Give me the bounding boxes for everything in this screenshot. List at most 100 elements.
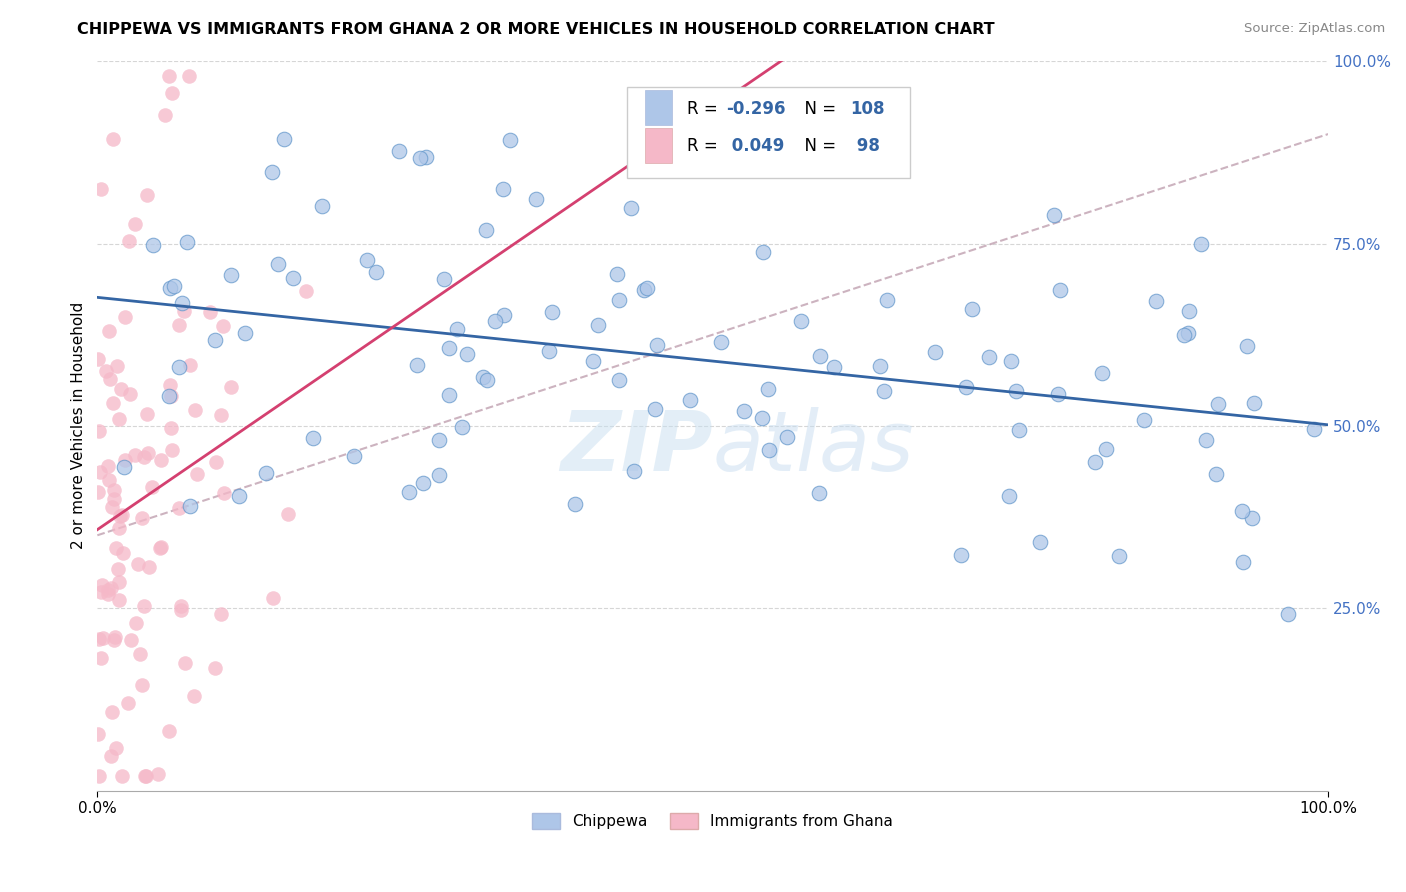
Point bbox=[160, 86, 183, 100]
Point bbox=[131, 511, 153, 525]
Point bbox=[90, 651, 112, 665]
Point bbox=[150, 540, 173, 554]
Point bbox=[808, 486, 831, 500]
Point bbox=[101, 396, 124, 410]
Point bbox=[148, 541, 170, 555]
Point bbox=[97, 473, 120, 487]
Point bbox=[233, 326, 256, 341]
Y-axis label: 2 or more Vehicles in Household: 2 or more Vehicles in Household bbox=[72, 302, 86, 549]
Point bbox=[146, 767, 169, 781]
FancyBboxPatch shape bbox=[627, 87, 910, 178]
Point bbox=[620, 202, 643, 216]
Point bbox=[437, 341, 460, 355]
Point bbox=[633, 283, 655, 297]
Point bbox=[1133, 412, 1156, 426]
Text: 98: 98 bbox=[851, 137, 880, 155]
Point bbox=[273, 132, 295, 146]
Point bbox=[89, 465, 111, 479]
Bar bbox=[645, 90, 672, 125]
Point bbox=[138, 560, 160, 574]
Point bbox=[167, 359, 190, 374]
Point bbox=[710, 335, 733, 350]
Point bbox=[89, 632, 111, 647]
Point bbox=[110, 382, 132, 396]
Point bbox=[105, 541, 128, 555]
Point bbox=[876, 293, 898, 307]
Point bbox=[437, 388, 460, 402]
Point bbox=[645, 338, 668, 352]
Point bbox=[107, 562, 129, 576]
Point bbox=[136, 187, 159, 202]
Point bbox=[1000, 354, 1022, 368]
Point bbox=[1189, 236, 1212, 251]
Point bbox=[135, 769, 157, 783]
Point bbox=[586, 318, 609, 332]
Point bbox=[142, 238, 165, 252]
Point bbox=[160, 389, 183, 403]
Point bbox=[262, 165, 284, 179]
Point bbox=[1243, 396, 1265, 410]
Bar bbox=[645, 128, 672, 163]
Point bbox=[471, 369, 494, 384]
Point bbox=[1091, 366, 1114, 380]
Point bbox=[366, 264, 388, 278]
Text: CHIPPEWA VS IMMIGRANTS FROM GHANA 2 OR MORE VEHICLES IN HOUSEHOLD CORRELATION CH: CHIPPEWA VS IMMIGRANTS FROM GHANA 2 OR M… bbox=[77, 22, 995, 37]
Point bbox=[120, 632, 142, 647]
Point bbox=[100, 705, 122, 719]
Point bbox=[1178, 304, 1201, 318]
Point bbox=[110, 509, 132, 524]
Point bbox=[105, 359, 128, 373]
Point bbox=[484, 314, 506, 328]
Point bbox=[962, 302, 984, 317]
Point bbox=[644, 401, 666, 416]
Point bbox=[1177, 326, 1199, 340]
Text: 0.049: 0.049 bbox=[727, 137, 785, 155]
Point bbox=[108, 412, 131, 426]
Point bbox=[134, 769, 156, 783]
Point bbox=[398, 485, 420, 500]
Point bbox=[107, 593, 129, 607]
Point bbox=[167, 318, 190, 333]
Point bbox=[211, 318, 233, 333]
Point bbox=[1008, 423, 1031, 437]
Point bbox=[131, 678, 153, 692]
Point bbox=[790, 314, 813, 328]
Point bbox=[105, 741, 128, 756]
Point bbox=[1094, 442, 1116, 456]
Point bbox=[456, 347, 478, 361]
Point bbox=[406, 359, 429, 373]
Point bbox=[609, 293, 631, 307]
Point bbox=[446, 322, 468, 336]
Point bbox=[103, 492, 125, 507]
Point bbox=[91, 577, 114, 591]
Point bbox=[997, 489, 1019, 503]
Point bbox=[1195, 434, 1218, 448]
Point bbox=[949, 548, 972, 562]
Point bbox=[184, 403, 207, 417]
Point bbox=[186, 467, 208, 482]
Point bbox=[124, 615, 146, 630]
Legend: Chippewa, Immigrants from Ghana: Chippewa, Immigrants from Ghana bbox=[526, 807, 900, 836]
Point bbox=[198, 305, 221, 319]
Point bbox=[492, 182, 515, 196]
Point bbox=[607, 373, 630, 387]
Point bbox=[343, 449, 366, 463]
Point bbox=[1173, 328, 1195, 343]
Point bbox=[163, 278, 186, 293]
Point bbox=[752, 244, 775, 259]
Point bbox=[475, 373, 498, 387]
Point bbox=[1144, 294, 1167, 309]
Point bbox=[1303, 422, 1326, 436]
Point bbox=[97, 583, 120, 598]
Point bbox=[267, 257, 290, 271]
Point bbox=[87, 726, 110, 740]
Point bbox=[1047, 387, 1070, 401]
Point bbox=[179, 69, 201, 83]
Point bbox=[136, 407, 159, 421]
Point bbox=[204, 333, 226, 347]
Point bbox=[219, 268, 242, 282]
Point bbox=[112, 460, 135, 475]
Point bbox=[1083, 455, 1105, 469]
Point bbox=[157, 69, 180, 83]
Point bbox=[169, 599, 191, 613]
